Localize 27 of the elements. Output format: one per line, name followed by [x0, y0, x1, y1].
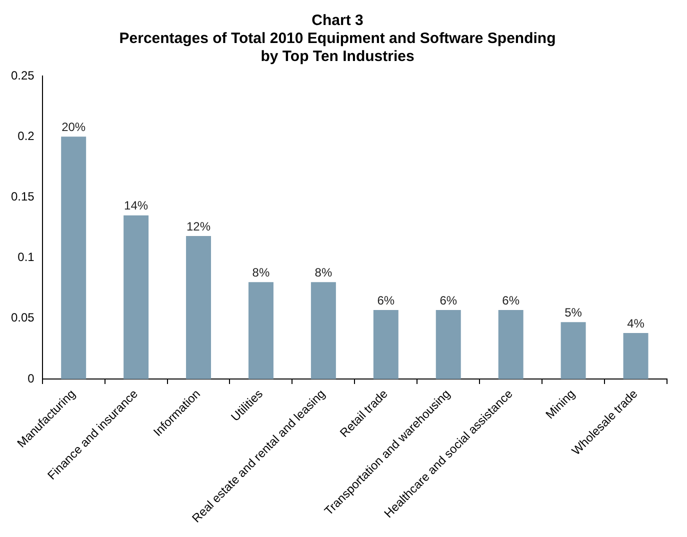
bar: [623, 332, 648, 380]
y-tick-label: 0.25: [10, 68, 35, 82]
y-tick-label: 0.15: [10, 190, 35, 204]
y-tick-label: 0.05: [10, 310, 35, 325]
bar: [560, 322, 586, 380]
bar: [124, 215, 149, 380]
bar: [248, 282, 274, 380]
data-label: 14%: [124, 198, 148, 213]
data-label: 6%: [502, 293, 520, 308]
bar: [186, 236, 212, 380]
data-label: 8%: [314, 265, 332, 280]
y-tick-label: 0: [28, 371, 35, 386]
bar: [498, 310, 524, 380]
data-label: 4%: [627, 316, 645, 330]
bar: [61, 136, 86, 380]
bar: [373, 310, 398, 380]
data-label: 20%: [62, 120, 86, 134]
data-label: 8%: [252, 265, 270, 280]
y-tick-label: 0.2: [18, 128, 35, 143]
data-label: 12%: [186, 219, 211, 234]
y-tick-label: 0.1: [18, 250, 35, 264]
bar: [436, 310, 461, 380]
data-label: 5%: [564, 305, 582, 320]
chart-title: Chart 3 Percentages of Total 2010 Equipment and Software Spending by Top Ten Industries: [119, 12, 556, 66]
bar: [310, 282, 336, 380]
data-label: 6%: [377, 293, 395, 308]
data-label: 6%: [440, 293, 458, 308]
